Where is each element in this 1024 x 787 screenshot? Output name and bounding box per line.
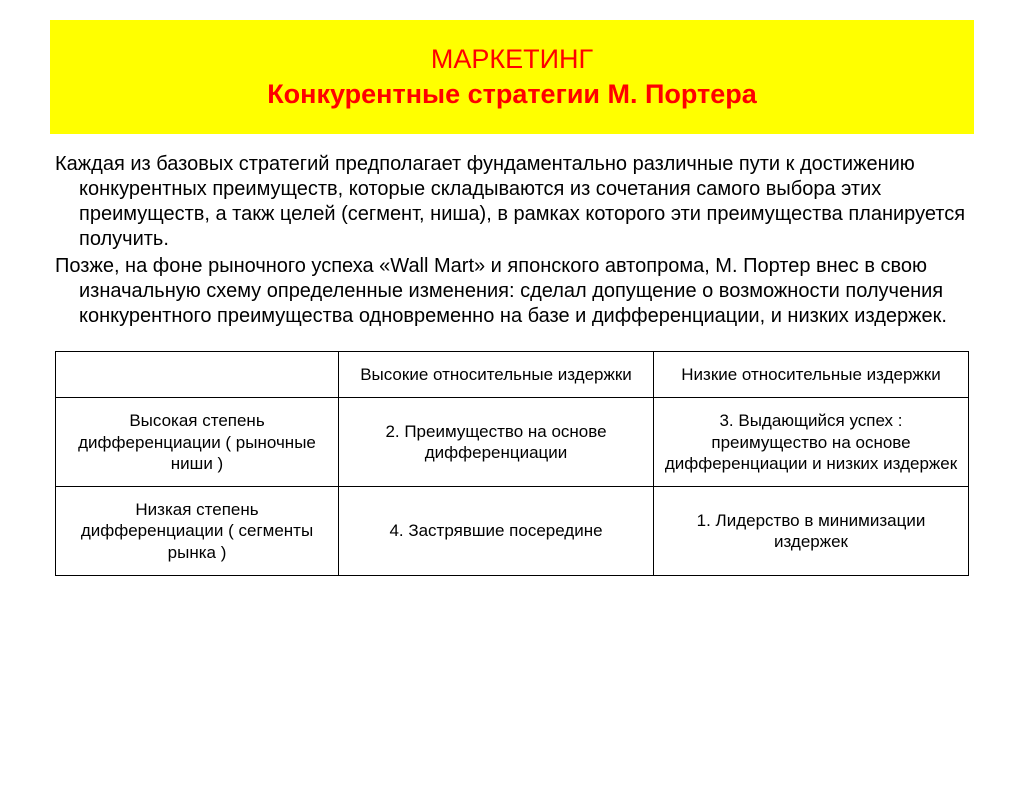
title-line2: Конкурентные стратегии М. Портера	[70, 77, 954, 112]
table-row: Высокая степень дифференциации ( рыночны…	[56, 398, 969, 487]
cell-q1: 1. Лидерство в минимизации издержек	[654, 487, 969, 576]
cell-q4: 4. Застрявшие посередине	[339, 487, 654, 576]
matrix-container: Высокие относительные издержки Низкие от…	[55, 351, 969, 576]
row-head-high-diff: Высокая степень дифференциации ( рыночны…	[56, 398, 339, 487]
strategy-matrix-table: Высокие относительные издержки Низкие от…	[55, 351, 969, 576]
header-blank	[56, 352, 339, 398]
row-head-low-diff: Низкая степень дифференциации ( сегменты…	[56, 487, 339, 576]
header-high-cost: Высокие относительные издержки	[339, 352, 654, 398]
table-header-row: Высокие относительные издержки Низкие от…	[56, 352, 969, 398]
title-line1: МАРКЕТИНГ	[70, 42, 954, 77]
header-low-cost: Низкие относительные издержки	[654, 352, 969, 398]
title-block: МАРКЕТИНГ Конкурентные стратегии М. Порт…	[50, 20, 974, 134]
table-row: Низкая степень дифференциации ( сегменты…	[56, 487, 969, 576]
cell-q2: 2. Преимущество на основе дифференциации	[339, 398, 654, 487]
body-text: Каждая из базовых стратегий предполагает…	[55, 152, 969, 329]
cell-q3: 3. Выдающийся успех : преимущество на ос…	[654, 398, 969, 487]
paragraph-2: Позже, на фоне рыночного успеха «Wall Ma…	[55, 254, 969, 329]
paragraph-1: Каждая из базовых стратегий предполагает…	[55, 152, 969, 252]
slide: МАРКЕТИНГ Конкурентные стратегии М. Порт…	[0, 20, 1024, 787]
